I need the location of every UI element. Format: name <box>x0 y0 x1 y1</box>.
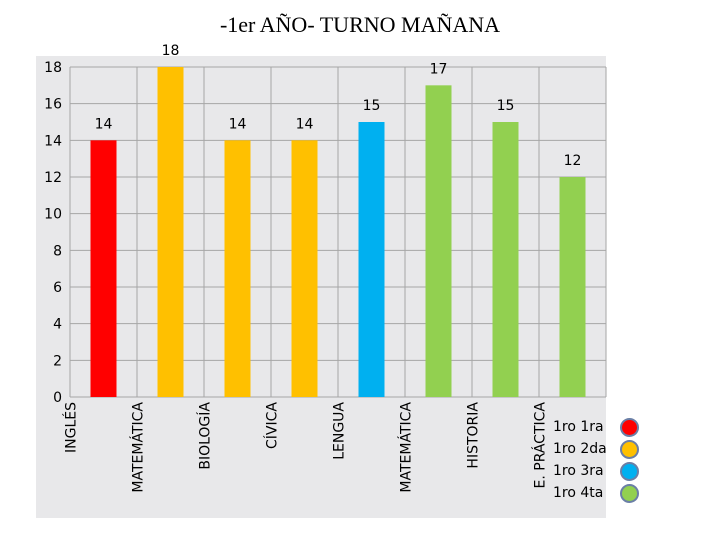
bar <box>291 140 318 398</box>
data-label: 17 <box>430 61 448 77</box>
y-tick-label: 10 <box>44 207 62 223</box>
legend-label: 1ro 2da <box>553 441 607 457</box>
bar <box>559 177 586 397</box>
y-tick-label: 2 <box>53 353 62 369</box>
data-label: 15 <box>497 98 515 114</box>
y-tick-label: 0 <box>53 390 62 406</box>
bar <box>157 67 184 397</box>
x-tick-label: INGLÉS <box>63 402 80 453</box>
data-label: 14 <box>296 116 314 132</box>
y-tick-label: 16 <box>44 97 62 113</box>
legend-label: 1ro 3ra <box>553 463 604 479</box>
bar <box>358 122 385 397</box>
legend-item: 1ro 4ta <box>553 482 663 504</box>
x-tick-label: CÍVICA <box>264 402 281 449</box>
y-tick-label: 6 <box>53 280 62 296</box>
bar <box>492 122 519 397</box>
x-tick-label: MATEMÁTICA <box>398 402 415 493</box>
data-label: 14 <box>229 116 247 132</box>
data-label: 14 <box>95 116 113 132</box>
legend-label: 1ro 4ta <box>553 485 604 501</box>
y-tick-label: 18 <box>44 60 62 76</box>
chart-title: -1er AÑO- TURNO MAÑANA <box>219 12 501 37</box>
bar <box>90 140 117 398</box>
legend-item: 1ro 3ra <box>553 460 663 482</box>
x-tick-label: MATEMÁTICA <box>130 402 147 493</box>
legend-swatch <box>620 483 639 503</box>
y-tick-label: 14 <box>44 133 62 149</box>
bar <box>425 85 452 397</box>
y-tick-label: 4 <box>53 317 62 333</box>
legend-swatch <box>620 461 639 481</box>
legend-swatch <box>620 439 639 459</box>
legend-item: 1ro 1ra <box>553 416 663 438</box>
bar <box>224 140 251 398</box>
data-label: 18 <box>162 43 180 59</box>
legend-label: 1ro 1ra <box>553 419 604 435</box>
data-label: 15 <box>363 98 381 114</box>
x-tick-label: LENGUA <box>332 402 348 460</box>
x-tick-label: E. PRÁCTICA <box>532 402 549 489</box>
legend-swatch <box>620 417 639 437</box>
legend: 1ro 1ra 1ro 2da 1ro 3ra 1ro 4ta <box>553 416 663 504</box>
x-tick-label: BIOLOGÍA <box>197 402 214 470</box>
y-tick-label: 12 <box>44 170 62 186</box>
x-tick-label: HISTORIA <box>466 402 482 469</box>
data-label: 12 <box>564 153 582 169</box>
legend-item: 1ro 2da <box>553 438 663 460</box>
y-tick-label: 8 <box>53 243 62 259</box>
